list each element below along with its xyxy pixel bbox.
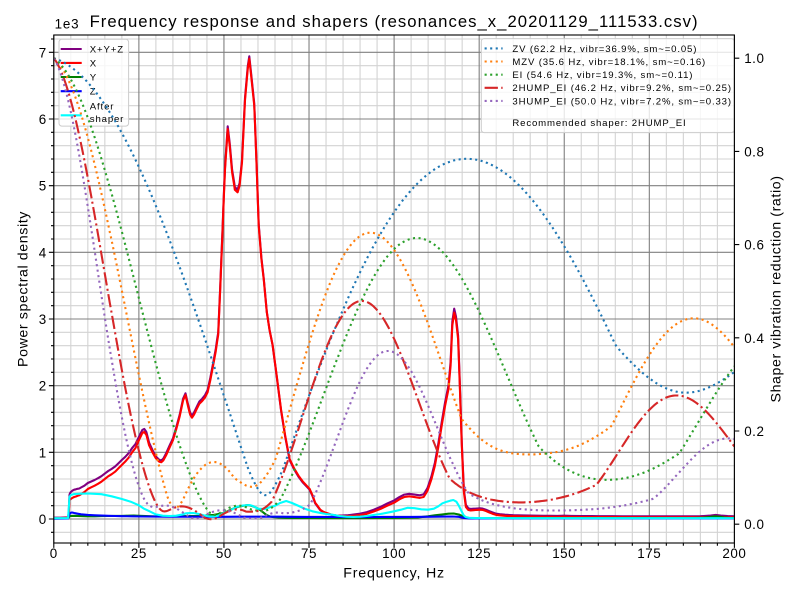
svg-text:MZV (35.6 Hz, vibr=18.1%, sm~=: MZV (35.6 Hz, vibr=18.1%, sm~=0.16) [512,57,706,68]
svg-text:0: 0 [50,546,58,561]
svg-text:0.0: 0.0 [744,517,764,532]
svg-text:0: 0 [39,512,47,527]
svg-text:200: 200 [722,546,746,561]
svg-text:Shaper vibration reduction (ra: Shaper vibration reduction (ratio) [769,175,785,402]
svg-text:3HUMP_EI (50.0 Hz, vibr=7.2%,: 3HUMP_EI (50.0 Hz, vibr=7.2%, sm~=0.33) [512,96,732,107]
svg-text:0.2: 0.2 [744,424,764,439]
svg-text:Frequency response and shapers: Frequency response and shapers (resonanc… [90,12,699,31]
svg-text:75: 75 [301,546,317,561]
svg-text:Z: Z [90,87,97,98]
svg-text:1e3: 1e3 [55,16,80,31]
svg-text:X: X [90,58,97,69]
svg-text:Frequency, Hz: Frequency, Hz [343,566,445,582]
svg-text:7: 7 [39,45,47,60]
svg-text:175: 175 [637,546,661,561]
svg-text:150: 150 [552,546,576,561]
svg-text:1.0: 1.0 [744,51,764,66]
svg-text:shaper: shaper [90,114,124,125]
svg-text:0.4: 0.4 [744,331,764,346]
svg-text:0.6: 0.6 [744,238,764,253]
svg-text:6: 6 [39,112,47,127]
svg-text:EI (54.6 Hz, vibr=19.3%, sm~=0: EI (54.6 Hz, vibr=19.3%, sm~=0.11) [512,70,693,81]
svg-text:Power spectral density: Power spectral density [16,211,32,367]
svg-text:3: 3 [39,312,47,327]
svg-text:1: 1 [39,445,47,460]
svg-text:Y: Y [90,72,97,83]
svg-text:100: 100 [382,546,406,561]
svg-text:50: 50 [216,546,232,561]
svg-text:25: 25 [131,546,147,561]
svg-text:Recommended shaper: 2HUMP_EI: Recommended shaper: 2HUMP_EI [512,118,686,129]
svg-text:5: 5 [39,179,47,194]
svg-text:2HUMP_EI (46.2 Hz, vibr=9.2%,: 2HUMP_EI (46.2 Hz, vibr=9.2%, sm~=0.25) [512,83,732,94]
svg-text:4: 4 [39,245,47,260]
svg-text:2: 2 [39,379,47,394]
svg-text:0.8: 0.8 [744,144,764,159]
svg-text:After: After [90,101,115,112]
svg-text:X+Y+Z: X+Y+Z [90,44,124,55]
svg-text:125: 125 [467,546,491,561]
svg-text:ZV (62.2 Hz, vibr=36.9%, sm~=0: ZV (62.2 Hz, vibr=36.9%, sm~=0.05) [512,44,697,55]
